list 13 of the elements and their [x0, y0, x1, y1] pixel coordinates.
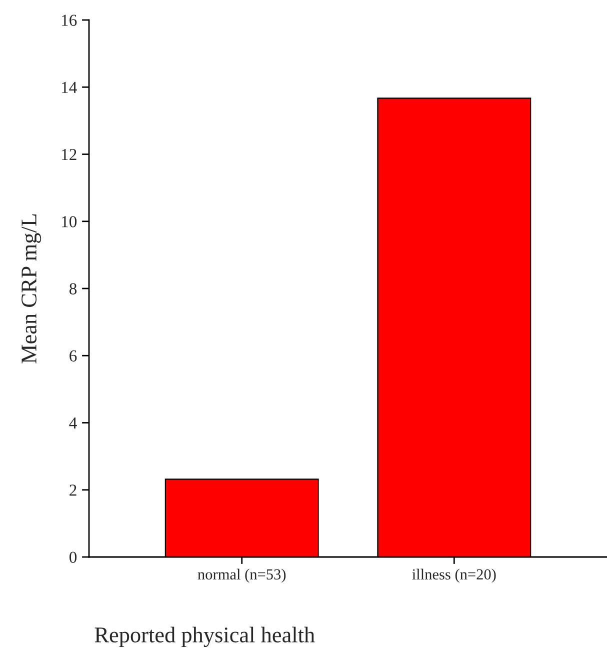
y-tick-label: 14 [62, 82, 77, 93]
y-tick-label: 0 [69, 552, 77, 563]
y-tick-label: 2 [70, 484, 76, 496]
y-tick-label: 8 [69, 283, 77, 294]
y-tick-label: 6 [70, 350, 77, 362]
y-tick-label: 10 [62, 216, 77, 228]
y-tick-label: 12 [62, 148, 76, 160]
y-tick-label: 4 [69, 418, 77, 429]
y-tick-label: 16 [62, 14, 77, 26]
x-tick-label: normal (n=53) [198, 568, 286, 583]
x-tick-label: illness (n=20) [412, 568, 496, 583]
y-axis-title: Mean CRP mg/L [22, 214, 42, 364]
x-axis-title: Reported physical health [94, 626, 315, 648]
